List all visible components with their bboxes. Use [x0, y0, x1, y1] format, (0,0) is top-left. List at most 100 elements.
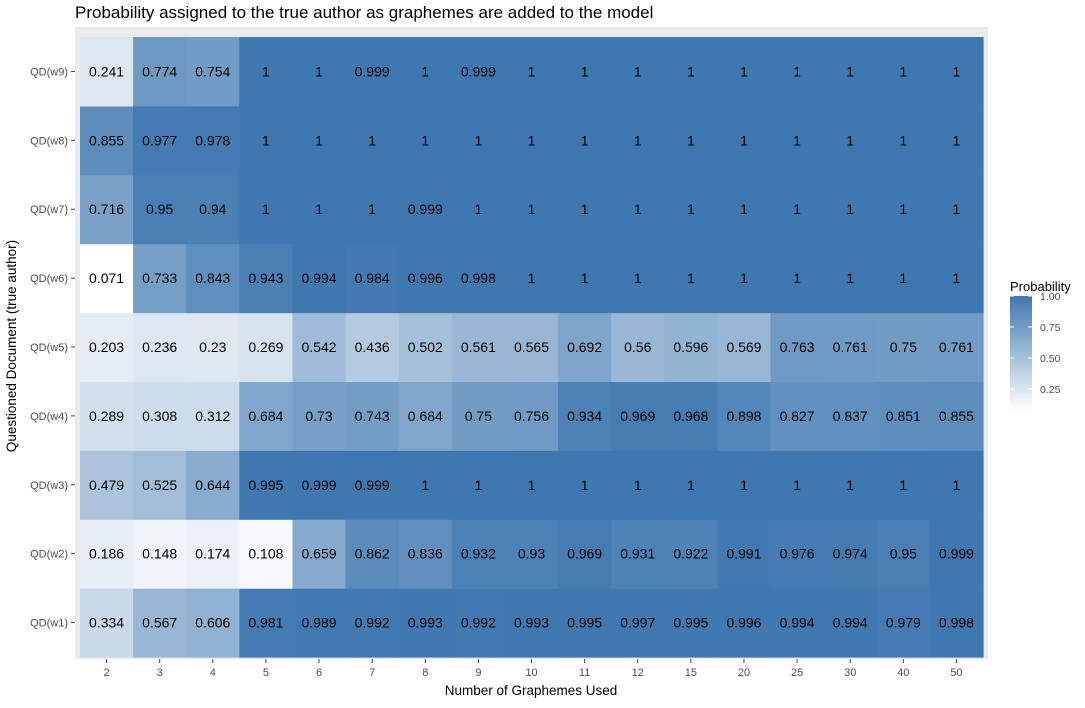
heatmap-cell	[770, 174, 825, 245]
cell-value-label: 1	[740, 63, 748, 79]
x-tick-label: 15	[685, 667, 697, 679]
heatmap-cell	[451, 105, 506, 176]
heatmap-cell	[80, 519, 134, 589]
heatmap-cell	[717, 105, 772, 176]
cell-value-label: 0.932	[461, 546, 496, 562]
heatmap-cell	[504, 381, 559, 451]
heatmap-cell	[929, 312, 984, 383]
heatmap-cell	[929, 381, 984, 451]
heatmap-cell	[929, 105, 984, 176]
heatmap-cell	[929, 588, 984, 658]
heatmap-cell	[133, 243, 187, 314]
heatmap-cell	[345, 105, 400, 176]
cell-value-label: 1	[740, 201, 748, 217]
cell-value-label: 1	[953, 132, 961, 148]
cell-value-label: 1	[474, 477, 482, 493]
heatmap-cell	[292, 381, 347, 451]
heatmap-cell	[451, 243, 506, 314]
heatmap-cell	[717, 381, 772, 451]
heatmap-cell	[451, 174, 506, 245]
cell-value-label: 0.692	[567, 339, 602, 355]
heatmap-cell	[239, 105, 294, 176]
heatmap-cell	[345, 37, 400, 107]
cell-value-label: 1	[846, 201, 854, 217]
cell-value-label: 1	[634, 201, 642, 217]
cell-value-label: 0.95	[890, 546, 917, 562]
heatmap-cell	[611, 37, 665, 107]
heatmap-cell	[451, 519, 506, 589]
cell-value-label: 0.922	[673, 546, 708, 562]
heatmap-cell	[823, 312, 878, 383]
heatmap-cell	[239, 243, 294, 314]
heatmap-cell	[558, 588, 612, 658]
cell-value-label: 0.95	[146, 201, 173, 217]
heatmap-cell	[292, 519, 347, 589]
cell-value-label: 0.996	[726, 615, 761, 631]
cell-value-label: 0.236	[142, 339, 177, 355]
cell-value-label: 0.994	[302, 270, 337, 286]
cell-value-label: 0.203	[89, 339, 124, 355]
cell-value-label: 0.995	[567, 615, 602, 631]
heatmap-cell	[823, 105, 878, 176]
heatmap-cell	[823, 519, 878, 589]
x-tick-label: 50	[950, 667, 962, 679]
heatmap-cell	[664, 243, 719, 314]
heatmap-cell	[504, 312, 559, 383]
cell-value-label: 0.659	[302, 546, 337, 562]
heatmap-cell	[186, 37, 240, 107]
cell-value-label: 0.836	[408, 546, 443, 562]
heatmap-cell	[770, 37, 825, 107]
cell-value-label: 0.756	[514, 408, 549, 424]
cell-value-label: 0.567	[142, 615, 177, 631]
heatmap-cell	[133, 37, 187, 107]
heatmap-cell	[398, 37, 453, 107]
cell-value-label: 1	[474, 201, 482, 217]
heatmap-cell	[239, 519, 294, 589]
cell-value-label: 1	[634, 270, 642, 286]
heatmap-cell	[186, 312, 240, 383]
heatmap-cell	[345, 312, 400, 383]
cell-value-label: 1	[315, 63, 323, 79]
cell-value-label: 1	[687, 201, 695, 217]
cell-value-label: 1	[421, 132, 429, 148]
legend-title: Probability	[1010, 279, 1071, 294]
x-tick-label: 3	[157, 667, 163, 679]
cell-value-label: 1	[687, 63, 695, 79]
heatmap-cell	[558, 243, 612, 314]
y-axis: QD(w1) QD(w2) QD(w3) QD(w4) QD(w5) QD(w6) QD(w…	[30, 66, 75, 630]
cell-value-label: 0.992	[461, 615, 496, 631]
heatmap-cell	[823, 243, 878, 314]
cell-value-label: 1	[953, 270, 961, 286]
x-tick-label: 30	[844, 667, 856, 679]
cell-value-label: 1	[581, 477, 589, 493]
cell-value-label: 1	[846, 132, 854, 148]
x-tick-label: 5	[263, 667, 269, 679]
heatmap-cell	[133, 105, 187, 176]
heatmap-cell	[80, 450, 134, 520]
cell-value-label: 1	[899, 201, 907, 217]
heatmap-cell	[558, 381, 612, 451]
heatmap-cell	[80, 588, 134, 658]
cell-value-label: 0.23	[199, 339, 226, 355]
heatmap-cell	[823, 381, 878, 451]
cell-value-label: 0.174	[195, 546, 230, 562]
y-tick-label: QD(w4)	[30, 411, 68, 423]
heatmap-cell	[504, 105, 559, 176]
heatmap-cell	[876, 588, 931, 658]
cell-value-label: 0.479	[89, 477, 124, 493]
x-tick-label: 12	[632, 667, 644, 679]
heatmap-cell	[611, 381, 665, 451]
cell-value-label: 0.978	[195, 132, 230, 148]
cell-value-label: 0.898	[726, 408, 761, 424]
heatmap-cell	[717, 174, 772, 245]
cell-value-label: 0.931	[620, 546, 655, 562]
heatmap-cell	[398, 381, 453, 451]
cell-value-label: 0.855	[89, 132, 124, 148]
cell-value-label: 1	[634, 132, 642, 148]
cell-value-label: 0.999	[939, 546, 974, 562]
heatmap-cell	[664, 519, 719, 589]
cell-value-label: 1	[528, 132, 536, 148]
cell-value-label: 0.308	[142, 408, 177, 424]
heatmap-cell	[186, 243, 240, 314]
